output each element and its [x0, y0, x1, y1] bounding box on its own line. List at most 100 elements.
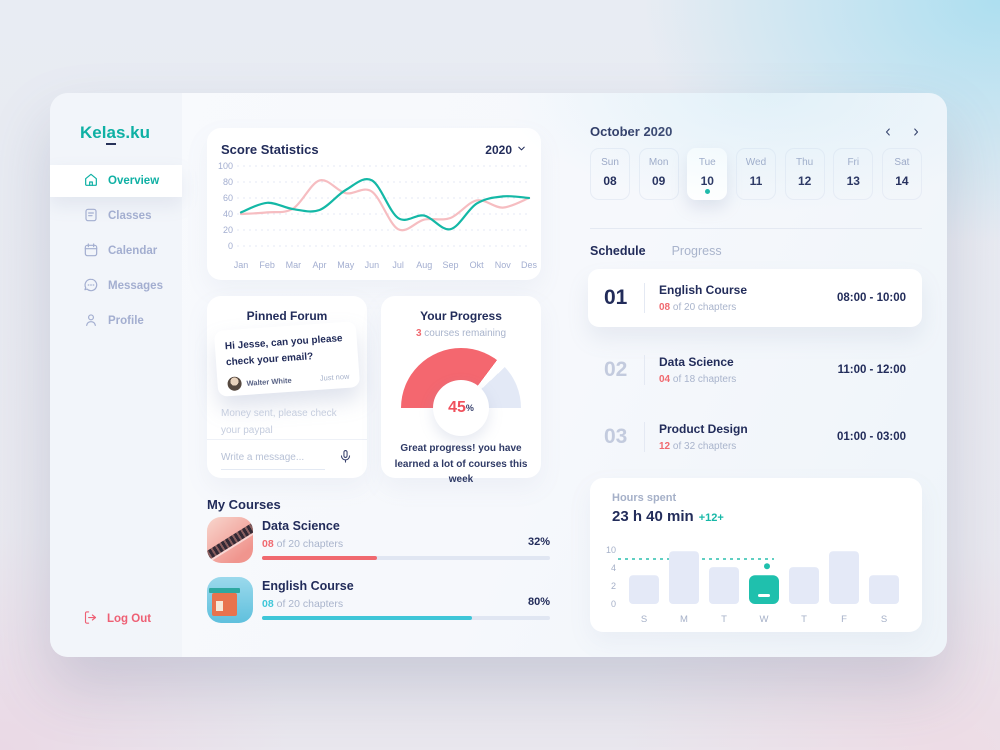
svg-text:4: 4 [611, 563, 616, 573]
microphone-icon[interactable] [338, 449, 353, 469]
sidebar-item-calendar[interactable]: Calendar [50, 235, 182, 267]
day-name: Thu [796, 157, 814, 168]
svg-text:Sep: Sep [442, 260, 458, 270]
day-cell-wed[interactable]: Wed 11 [735, 148, 776, 200]
day-name: Wed [745, 157, 767, 168]
hours-delta: +12+ [698, 512, 724, 524]
schedule-item-1[interactable]: 01 English Course 08 of 20 chapters 08:0… [588, 269, 922, 327]
prev-month-button[interactable] [882, 126, 894, 138]
svg-text:F: F [841, 614, 847, 625]
day-name: Mon [648, 157, 669, 168]
forum-sender: Walter White [246, 375, 292, 388]
your-progress-card: Your Progress 3 courses remaining 45% Gr… [381, 296, 541, 485]
svg-text:80: 80 [223, 177, 233, 187]
progress-gauge: 45% [401, 348, 521, 436]
pinned-forum-card: Pinned Forum Hi Jesse, can you please ch… [207, 296, 367, 478]
schedule-number: 03 [604, 425, 628, 448]
day-date: 09 [651, 174, 666, 188]
svg-text:T: T [721, 614, 727, 625]
day-date: 11 [749, 174, 763, 188]
day-date: 12 [797, 174, 812, 188]
hours-bar-chart: 0 2 4 10 S M T W T F S [606, 545, 899, 625]
day-cell-mon[interactable]: Mon 09 [638, 148, 679, 200]
day-cell-tue-selected[interactable]: Tue 10 [687, 148, 728, 200]
course-row-english-course[interactable]: English Course 08 of 20 chapters 80% [207, 577, 550, 623]
message-input[interactable] [221, 448, 325, 470]
hours-total-value: 23 h 40 min [612, 508, 694, 525]
svg-text:M: M [680, 614, 688, 625]
forum-timestamp: Just now [319, 371, 350, 383]
svg-text:Jun: Jun [365, 260, 380, 270]
sidebar-item-overview[interactable]: Overview [50, 165, 182, 197]
day-cell-fri[interactable]: Fri 13 [833, 148, 874, 200]
svg-text:T: T [801, 614, 807, 625]
sidebar-item-messages[interactable]: Messages [50, 270, 182, 302]
pinned-forum-title: Pinned Forum [246, 309, 328, 323]
schedule-time: 01:00 - 03:00 [836, 431, 906, 443]
course-thumbnail [207, 577, 253, 623]
year-dropdown[interactable]: 2020 [485, 143, 527, 157]
logout-label: Log Out [107, 613, 152, 625]
logout-icon [83, 610, 98, 628]
course-name: Data Science [262, 519, 340, 533]
svg-text:Jan: Jan [234, 260, 249, 270]
svg-text:0: 0 [228, 241, 233, 251]
sidebar-item-label: Messages [108, 280, 163, 292]
sidebar-item-label: Profile [108, 315, 144, 327]
schedule-time: 11:00 - 12:00 [837, 364, 906, 376]
score-line-chart: 0 20 40 60 80 100 Jan Feb Mar Apr May Jun Jul Aug Sep O… [218, 161, 538, 270]
svg-text:10: 10 [606, 545, 616, 555]
svg-text:60: 60 [223, 193, 233, 203]
sidebar-item-classes[interactable]: Classes [50, 200, 182, 232]
divider [644, 355, 645, 385]
chapters-done: 12 [659, 441, 671, 452]
tab-schedule[interactable]: Schedule [590, 244, 646, 258]
day-name: Sun [601, 157, 619, 168]
svg-text:Nov: Nov [495, 260, 512, 270]
course-percent: 32% [527, 536, 550, 548]
day-cell-sun[interactable]: Sun 08 [590, 148, 630, 200]
schedule-item-2[interactable]: 02 Data Science 04 of 18 chapters 11:00 … [588, 341, 922, 399]
score-statistics-title: Score Statistics [221, 142, 319, 157]
chapters-done: 08 [262, 538, 274, 550]
schedule-item-3[interactable]: 03 Product Design 12 of 32 chapters 01:0… [588, 408, 922, 466]
schedule-course-name: English Course [659, 283, 748, 297]
sidebar-item-label: Classes [108, 210, 152, 222]
tab-progress[interactable]: Progress [671, 244, 722, 258]
messages-icon [83, 277, 99, 296]
logo-part: Kel [80, 123, 107, 142]
my-courses-title: My Courses [207, 497, 281, 512]
schedule-chapters: 08 of 20 chapters [659, 302, 747, 313]
schedule-chapters: 04 of 18 chapters [659, 374, 736, 385]
remaining-text: courses remaining [421, 328, 507, 339]
hours-total: 23 h 40 min +12+ [612, 508, 724, 525]
event-dot [704, 189, 710, 194]
chapters-total: of 20 chapters [273, 598, 344, 610]
chapters-total: of 18 chapters [670, 374, 737, 385]
forum-message-card[interactable]: Hi Jesse, can you please check your emai… [213, 321, 361, 397]
logout-button[interactable]: Log Out [83, 610, 151, 628]
year-dropdown-value: 2020 [485, 142, 512, 157]
chapters-total: of 32 chapters [670, 441, 737, 452]
course-chapters: 08 of 20 chapters [262, 598, 343, 610]
svg-text:S: S [881, 614, 887, 625]
svg-text:40: 40 [223, 209, 233, 219]
day-cell-sat[interactable]: Sat 14 [881, 148, 922, 200]
next-month-button[interactable] [910, 126, 922, 138]
course-percent: 80% [527, 596, 550, 608]
logo-part: s.ku [115, 123, 150, 142]
svg-text:20: 20 [223, 225, 233, 235]
week-strip: Sun 08 Mon 09 Tue 10 Wed 11 Thu 12 Fri 13 Sat 1… [590, 148, 922, 200]
day-cell-thu[interactable]: Thu 12 [784, 148, 825, 200]
day-name: Fri [847, 157, 860, 168]
course-name: English Course [262, 579, 354, 593]
svg-text:Mar: Mar [286, 260, 302, 270]
svg-text:W: W [760, 614, 769, 625]
schedule-number: 02 [604, 358, 628, 381]
sidebar-item-label: Calendar [108, 245, 158, 257]
chapters-total: of 20 chapters [273, 538, 344, 550]
course-row-data-science[interactable]: Data Science 08 of 20 chapters 32% [207, 517, 550, 563]
svg-text:May: May [337, 260, 355, 270]
sidebar-item-profile[interactable]: Profile [50, 305, 182, 337]
